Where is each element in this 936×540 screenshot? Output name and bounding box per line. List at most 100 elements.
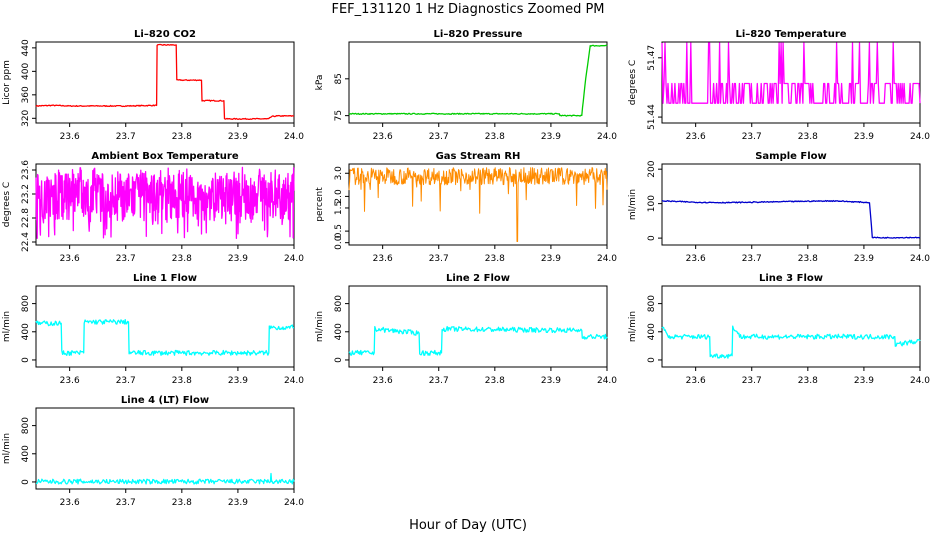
x-tick-label: 24.0 bbox=[910, 132, 930, 142]
panel-4: Ambient Box Temperature degrees C 23.6 23.7… bbox=[2, 151, 304, 264]
x-tick-label: 24.0 bbox=[597, 132, 617, 142]
y-axis-label: ml/min bbox=[2, 433, 12, 464]
x-tick-label: 23.9 bbox=[541, 132, 561, 142]
panel-title: Line 4 (LT) Flow bbox=[121, 395, 209, 406]
x-tick-label: 24.0 bbox=[284, 376, 304, 386]
x-tick-label: 23.9 bbox=[228, 254, 248, 264]
panel-title: Line 1 Flow bbox=[133, 273, 197, 284]
y-axis-label: degrees C bbox=[2, 182, 12, 227]
y-tick-label: 22.8 bbox=[21, 208, 31, 228]
y-axis-label: ml/min bbox=[628, 311, 638, 342]
series-line bbox=[35, 318, 295, 356]
x-tick-label: 23.7 bbox=[116, 132, 136, 142]
y-tick-label: 400 bbox=[21, 445, 31, 462]
y-tick-label: 440 bbox=[21, 39, 31, 56]
y-tick-label: 0 bbox=[334, 357, 344, 363]
panel-title: Ambient Box Temperature bbox=[91, 151, 238, 162]
x-tick-label: 23.7 bbox=[742, 132, 762, 142]
x-tick-label: 23.8 bbox=[798, 132, 818, 142]
y-tick-label: 2.0 bbox=[334, 189, 344, 204]
x-tick-label: 23.6 bbox=[373, 254, 393, 264]
x-tick-label: 23.7 bbox=[116, 376, 136, 386]
panel-10: Line 4 (LT) Flow ml/min 23.6 23.7 23.8 23.9 24… bbox=[2, 395, 304, 508]
x-tick-label: 23.9 bbox=[541, 376, 561, 386]
y-tick-label: 23.2 bbox=[21, 184, 31, 204]
x-tick-label: 24.0 bbox=[284, 254, 304, 264]
y-tick-label: 360 bbox=[21, 86, 31, 103]
series-line bbox=[348, 325, 608, 356]
panel-title: Line 2 Flow bbox=[446, 273, 510, 284]
x-tick-label: 23.8 bbox=[172, 376, 192, 386]
x-tick-label: 23.9 bbox=[854, 254, 874, 264]
series-line bbox=[35, 166, 295, 240]
y-tick-label: 400 bbox=[334, 323, 344, 340]
series-line bbox=[662, 199, 921, 239]
panel-title: Li–820 Temperature bbox=[735, 29, 846, 40]
y-axis-label: ml/min bbox=[315, 311, 325, 342]
plot-frame bbox=[35, 41, 295, 124]
x-tick-label: 23.6 bbox=[60, 498, 80, 508]
x-tick-label: 24.0 bbox=[910, 254, 930, 264]
y-tick-label: 400 bbox=[21, 323, 31, 340]
x-tick-label: 23.6 bbox=[686, 376, 706, 386]
y-tick-label: 51.47 bbox=[647, 45, 657, 71]
y-tick-label: 400 bbox=[21, 62, 31, 79]
x-tick-label: 23.7 bbox=[429, 254, 449, 264]
panel-title: Li–820 Pressure bbox=[434, 29, 523, 40]
y-tick-label: 22.4 bbox=[21, 232, 31, 252]
x-tick-label: 24.0 bbox=[597, 254, 617, 264]
y-tick-label: 100 bbox=[647, 195, 657, 212]
y-tick-label: 320 bbox=[21, 109, 31, 126]
series-line bbox=[35, 43, 294, 121]
y-tick-label: 0 bbox=[21, 479, 31, 485]
y-axis-label: percent bbox=[315, 187, 325, 222]
y-tick-label: 400 bbox=[647, 323, 657, 340]
x-tick-label: 23.8 bbox=[172, 498, 192, 508]
y-tick-label: 0 bbox=[21, 357, 31, 363]
figure-title: FEF_131120 1 Hz Diagnostics Zoomed PM bbox=[331, 2, 605, 17]
x-tick-label: 23.8 bbox=[485, 254, 505, 264]
y-tick-label: 3.0 bbox=[334, 166, 344, 181]
plot-frame bbox=[661, 41, 921, 124]
plot-frame bbox=[35, 285, 295, 368]
x-tick-label: 23.6 bbox=[373, 132, 393, 142]
y-axis-label: Licor ppm bbox=[2, 60, 12, 105]
x-tick-label: 23.8 bbox=[485, 376, 505, 386]
y-tick-label: 0 bbox=[647, 235, 657, 241]
y-tick-label: 85 bbox=[334, 73, 344, 84]
panel-8: Line 2 Flow ml/min 23.6 23.7 23.8 23.9 24.0 0 40… bbox=[315, 273, 617, 386]
y-axis-label: degrees C bbox=[628, 60, 638, 105]
panel-title: Li–820 CO2 bbox=[134, 29, 196, 40]
x-tick-label: 23.7 bbox=[742, 254, 762, 264]
x-tick-label: 23.7 bbox=[429, 376, 449, 386]
y-tick-label: 1.5 bbox=[334, 201, 344, 215]
plot-frame bbox=[661, 163, 921, 246]
x-tick-label: 24.0 bbox=[284, 498, 304, 508]
x-tick-label: 23.9 bbox=[541, 254, 561, 264]
x-tick-label: 23.9 bbox=[854, 376, 874, 386]
x-tick-label: 23.6 bbox=[60, 376, 80, 386]
plot-frame bbox=[348, 41, 608, 124]
x-tick-label: 24.0 bbox=[597, 376, 617, 386]
y-tick-label: 800 bbox=[334, 295, 344, 312]
plot-frame bbox=[35, 407, 295, 490]
x-tick-label: 23.7 bbox=[116, 498, 136, 508]
panel-5: Gas Stream RH percent 23.6 23.7 23.8 23.9 24.0… bbox=[315, 151, 617, 264]
x-tick-label: 23.9 bbox=[854, 132, 874, 142]
panel-6: Sample Flow ml/min 23.6 23.7 23.8 23.9 24.0 0 10… bbox=[628, 151, 930, 264]
y-tick-label: 0.5 bbox=[334, 224, 344, 238]
panel-9: Line 3 Flow ml/min 23.6 23.7 23.8 23.9 24.0 0 40… bbox=[628, 273, 930, 386]
y-tick-label: 51.44 bbox=[647, 104, 657, 130]
x-tick-label: 23.7 bbox=[742, 376, 762, 386]
x-tick-label: 23.6 bbox=[686, 132, 706, 142]
x-tick-label: 23.9 bbox=[228, 498, 248, 508]
x-tick-label: 23.8 bbox=[798, 376, 818, 386]
plot-frame bbox=[661, 285, 921, 368]
x-tick-label: 24.0 bbox=[910, 376, 930, 386]
y-axis-label: ml/min bbox=[628, 189, 638, 220]
y-axis-label: ml/min bbox=[2, 311, 12, 342]
x-tick-label: 23.8 bbox=[485, 132, 505, 142]
x-tick-label: 23.9 bbox=[228, 132, 248, 142]
